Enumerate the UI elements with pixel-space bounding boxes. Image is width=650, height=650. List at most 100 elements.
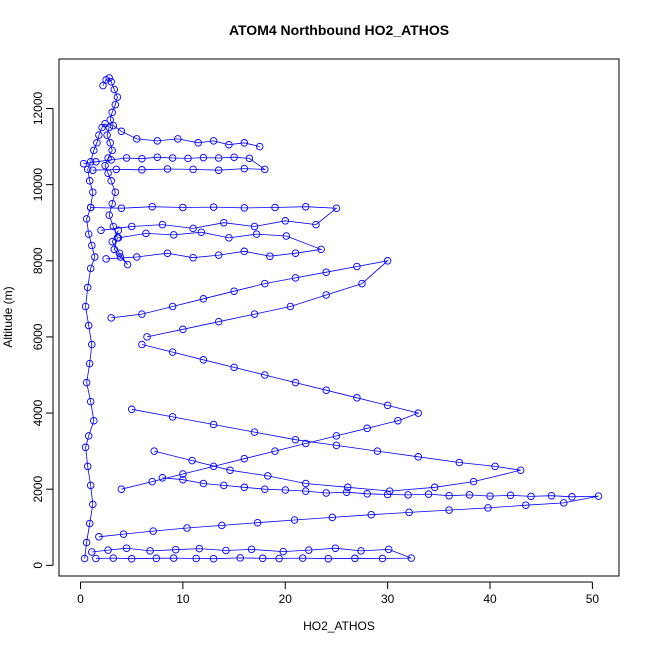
data-point (405, 508, 413, 517)
series-line-9 (121, 344, 420, 490)
data-point (225, 234, 233, 242)
data-point (122, 154, 131, 162)
data-point (179, 203, 187, 212)
data-point (138, 166, 146, 174)
data-point (245, 154, 254, 163)
data-point (138, 340, 146, 349)
data-point (240, 483, 249, 492)
data-point (305, 546, 313, 554)
data-point (95, 533, 103, 541)
data-point (252, 230, 261, 238)
data-point (199, 295, 208, 303)
data-point (253, 518, 262, 527)
series-line-7 (102, 77, 260, 147)
data-point (353, 394, 361, 402)
data-point (89, 500, 97, 509)
data-point (414, 453, 423, 461)
y-tick-label: 6000 (31, 323, 45, 350)
data-point (264, 472, 272, 480)
data-point (271, 447, 279, 455)
data-point (281, 486, 290, 494)
data-point (108, 108, 116, 117)
y-axis: 0 2000 4000 6000 8000 10000 12000 (31, 91, 54, 569)
data-point (89, 188, 97, 196)
data-point (240, 454, 249, 463)
data-point (110, 85, 119, 94)
data-point (291, 435, 300, 444)
data-point (119, 530, 128, 538)
data-point (430, 483, 439, 492)
series-line-8 (90, 206, 338, 231)
data-point (357, 547, 365, 555)
data-point (85, 177, 94, 185)
data-point (82, 378, 91, 387)
data-point (455, 458, 464, 467)
data-point (367, 510, 375, 519)
data-point (332, 204, 341, 212)
data-point (174, 135, 182, 143)
data-point (184, 154, 192, 163)
data-point (101, 161, 109, 170)
data-point (506, 491, 515, 500)
x-tick-label: 40 (483, 592, 497, 606)
data-point (290, 516, 299, 524)
data-point (108, 199, 116, 208)
data-point (153, 137, 162, 145)
y-tick-label: 10000 (31, 168, 45, 202)
data-point (301, 439, 310, 448)
data-point (106, 116, 114, 124)
data-point (218, 521, 226, 530)
y-axis-label: Altitude (m) (1, 286, 15, 347)
data-point (171, 545, 180, 554)
data-point (230, 363, 238, 372)
data-point (199, 479, 208, 488)
data-point (214, 251, 223, 259)
data-point (342, 488, 351, 496)
data-point (222, 546, 230, 555)
data-point (99, 81, 107, 90)
data-point (332, 441, 341, 450)
data-point (106, 139, 114, 147)
data-point (404, 491, 412, 499)
data-point (317, 245, 325, 254)
data-point (266, 252, 274, 260)
data-point (103, 131, 111, 139)
data-point (79, 159, 88, 168)
data-point (236, 554, 244, 562)
data-point (84, 321, 93, 330)
data-point (261, 279, 269, 288)
data-point (110, 245, 119, 254)
data-point (301, 479, 310, 488)
data-point (445, 491, 453, 500)
data-point (112, 165, 121, 174)
data-point (328, 513, 337, 522)
data-point (117, 204, 126, 212)
data-point (105, 211, 113, 219)
data-point (351, 554, 359, 563)
data-point (301, 487, 310, 495)
data-point (491, 462, 499, 471)
data-point (559, 499, 568, 507)
series-line-6 (83, 156, 267, 171)
data-point (394, 416, 402, 425)
data-point (383, 401, 392, 410)
data-point (199, 356, 208, 364)
data-point (148, 477, 156, 486)
data-point (152, 554, 161, 563)
data-point (158, 474, 167, 482)
data-point (179, 470, 187, 478)
data-point (122, 544, 131, 552)
data-point (82, 215, 91, 223)
data-point (189, 224, 197, 233)
data-point (115, 249, 124, 257)
series-lines (83, 77, 599, 560)
data-point (291, 274, 300, 282)
data-point (92, 554, 100, 563)
data-point (247, 545, 256, 554)
data-point (214, 154, 223, 162)
data-point (195, 544, 204, 553)
data-point (275, 554, 283, 563)
data-point (214, 166, 223, 174)
data-point (484, 504, 492, 512)
data-point (209, 137, 218, 145)
